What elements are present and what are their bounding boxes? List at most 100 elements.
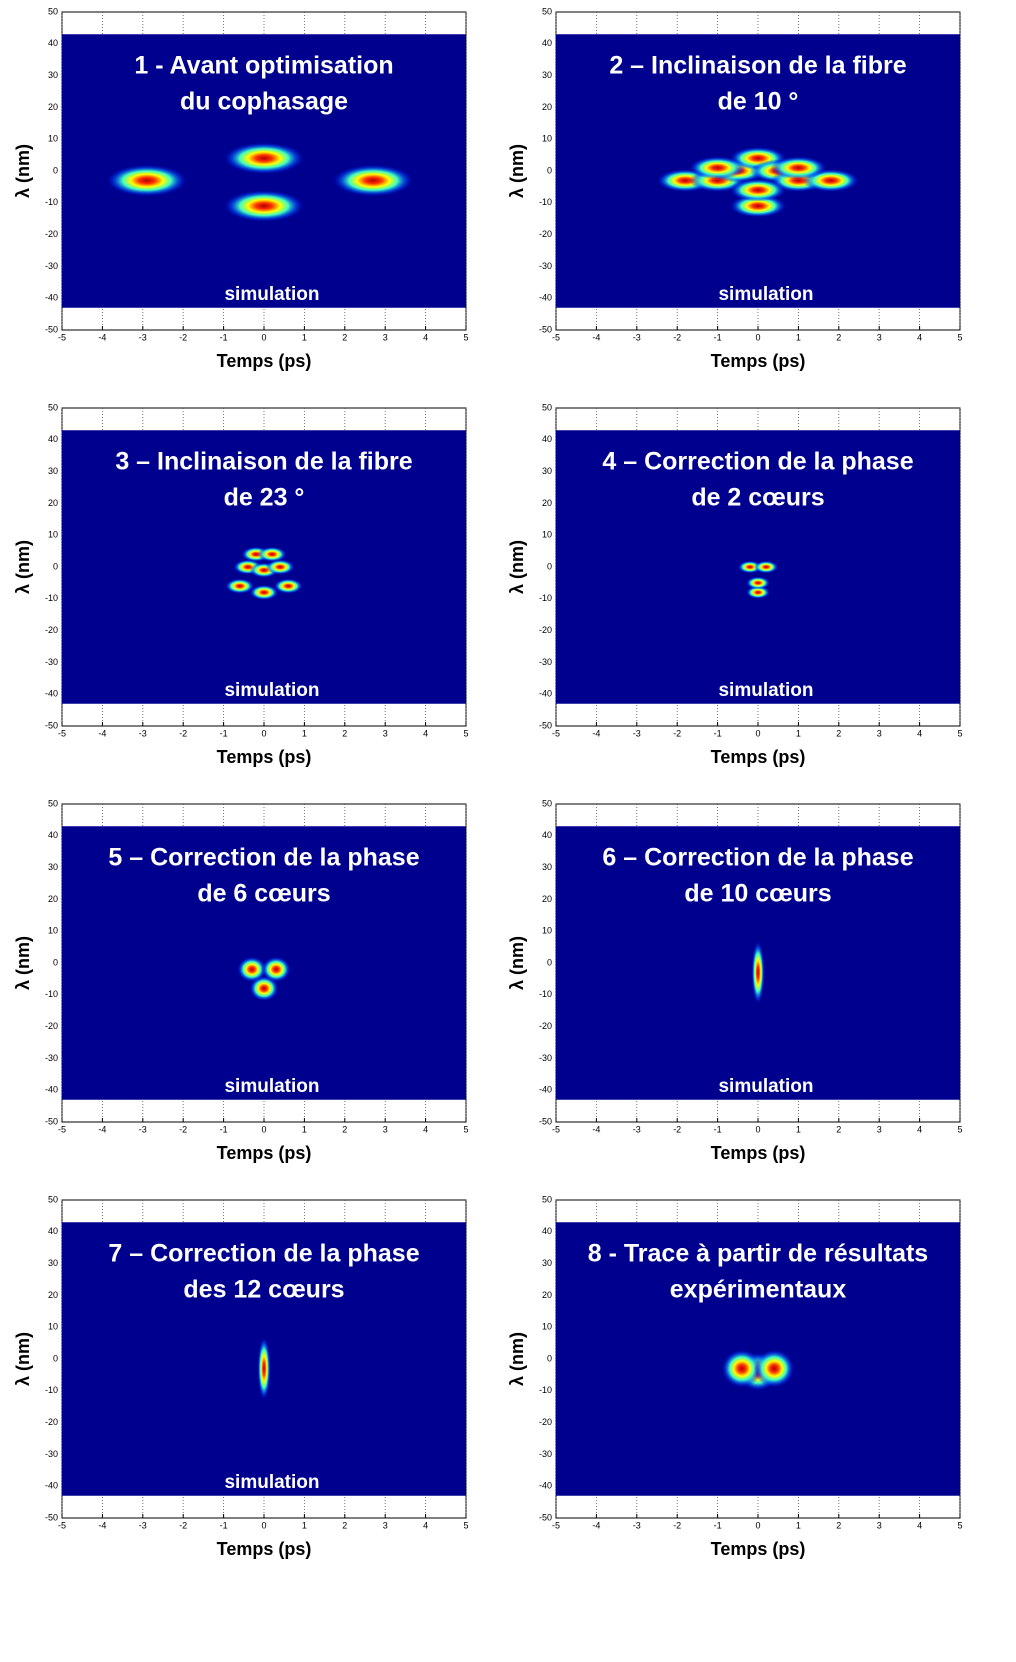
x-tick-label: 5 <box>957 332 962 342</box>
x-tick-label: -3 <box>139 1520 147 1530</box>
y-tick-label: 40 <box>542 434 552 444</box>
x-tick-label: 1 <box>796 1124 801 1134</box>
x-tick-label: 3 <box>383 728 388 738</box>
y-tick-label: 50 <box>48 798 58 808</box>
y-tick-label: 30 <box>542 466 552 476</box>
x-tick-label: 2 <box>342 1520 347 1530</box>
panel-title: 6 – Correction de la phase <box>602 844 913 872</box>
x-tick-label: -1 <box>714 1520 722 1530</box>
x-axis-label: Temps (ps) <box>711 747 806 767</box>
x-tick-label: 4 <box>917 332 922 342</box>
annotation: simulation <box>718 1076 813 1097</box>
x-tick-label: 5 <box>957 728 962 738</box>
y-tick-label: -50 <box>539 324 552 334</box>
x-tick-label: 0 <box>261 1124 266 1134</box>
x-tick-label: 3 <box>383 1520 388 1530</box>
x-tick-label: 1 <box>796 728 801 738</box>
x-tick-label: -1 <box>220 1124 228 1134</box>
y-tick-label: -10 <box>539 197 552 207</box>
y-tick-label: 20 <box>542 1290 552 1300</box>
y-tick-label: -20 <box>45 229 58 239</box>
x-tick-label: -5 <box>552 1520 560 1530</box>
y-tick-label: 0 <box>53 165 58 175</box>
y-tick-label: -30 <box>539 1053 552 1063</box>
y-tick-label: -50 <box>45 1512 58 1522</box>
y-tick-label: 0 <box>53 1353 58 1363</box>
panel-title: des 12 cœurs <box>183 1276 344 1304</box>
x-tick-label: -5 <box>58 728 66 738</box>
y-tick-label: -50 <box>45 720 58 730</box>
x-tick-label: 0 <box>755 728 760 738</box>
intensity-peak <box>265 559 295 575</box>
intensity-peak <box>223 142 305 175</box>
x-tick-label: 5 <box>957 1124 962 1134</box>
y-tick-label: -30 <box>45 1449 58 1459</box>
panel-title: 3 – Inclinaison de la fibre <box>115 448 412 476</box>
x-tick-label: -2 <box>179 728 187 738</box>
y-tick-label: -50 <box>539 720 552 730</box>
y-tick-label: 0 <box>53 957 58 967</box>
y-tick-label: -40 <box>539 1085 552 1095</box>
y-tick-label: 50 <box>48 1194 58 1204</box>
y-tick-label: 20 <box>542 498 552 508</box>
intensity-peak <box>751 940 765 1005</box>
y-tick-label: -10 <box>539 593 552 603</box>
y-tick-label: -20 <box>539 229 552 239</box>
x-tick-label: 2 <box>836 332 841 342</box>
x-tick-label: -5 <box>552 728 560 738</box>
x-tick-label: -5 <box>552 332 560 342</box>
intensity-peak <box>753 560 779 574</box>
x-tick-label: 0 <box>261 1520 266 1530</box>
x-tick-label: 5 <box>463 1520 468 1530</box>
y-axis-label: λ (nm) <box>13 1332 33 1386</box>
y-tick-label: 0 <box>547 1353 552 1363</box>
x-tick-label: 3 <box>877 728 882 738</box>
panel-title: 8 - Trace à partir de résultats <box>588 1240 928 1268</box>
y-axis-label: λ (nm) <box>507 144 527 198</box>
intensity-peak <box>729 194 787 218</box>
x-tick-label: 4 <box>423 728 428 738</box>
x-tick-label: 1 <box>302 332 307 342</box>
y-tick-label: -40 <box>45 689 58 699</box>
y-tick-label: -10 <box>539 1385 552 1395</box>
x-axis-label: Temps (ps) <box>217 351 312 371</box>
x-tick-label: 1 <box>302 728 307 738</box>
x-tick-label: -5 <box>552 1124 560 1134</box>
x-tick-label: -5 <box>58 1520 66 1530</box>
x-tick-label: -3 <box>633 1520 641 1530</box>
y-axis-label: λ (nm) <box>507 1332 527 1386</box>
y-tick-label: -30 <box>45 657 58 667</box>
y-tick-label: 30 <box>542 1258 552 1268</box>
intensity-peak <box>745 586 771 599</box>
x-tick-label: 0 <box>755 1520 760 1530</box>
panel-title: de 10 cœurs <box>684 880 831 908</box>
y-tick-label: -30 <box>539 657 552 667</box>
y-tick-label: 30 <box>48 862 58 872</box>
y-tick-label: 50 <box>48 402 58 412</box>
y-tick-label: 40 <box>48 1226 58 1236</box>
x-tick-label: -3 <box>139 728 147 738</box>
x-tick-label: 1 <box>302 1520 307 1530</box>
x-tick-label: 3 <box>877 1124 882 1134</box>
x-tick-label: -4 <box>98 1124 106 1134</box>
y-tick-label: -50 <box>539 1512 552 1522</box>
y-tick-label: 10 <box>542 1322 552 1332</box>
y-tick-label: -10 <box>45 1385 58 1395</box>
x-tick-label: 4 <box>917 1520 922 1530</box>
y-tick-label: 30 <box>542 70 552 80</box>
x-tick-label: 4 <box>423 332 428 342</box>
y-tick-label: 50 <box>542 798 552 808</box>
panel-title: de 10 ° <box>718 88 799 116</box>
y-axis-label: λ (nm) <box>13 540 33 594</box>
y-tick-label: -10 <box>45 989 58 999</box>
y-tick-label: 10 <box>48 530 58 540</box>
y-tick-label: -50 <box>539 1116 552 1126</box>
y-tick-label: 10 <box>48 134 58 144</box>
x-tick-label: 0 <box>755 332 760 342</box>
x-tick-label: -1 <box>714 1124 722 1134</box>
x-tick-label: -4 <box>592 1520 600 1530</box>
y-tick-label: -30 <box>45 261 58 271</box>
x-tick-label: -2 <box>179 332 187 342</box>
x-tick-label: -3 <box>633 728 641 738</box>
